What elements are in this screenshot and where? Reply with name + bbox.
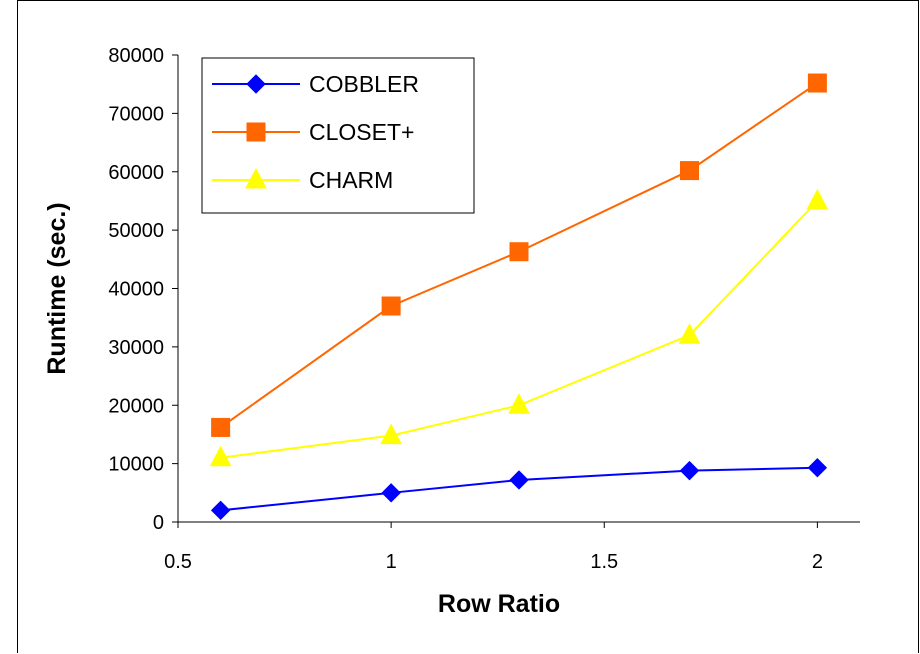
data-point	[679, 460, 700, 481]
y-tick-label: 50000	[108, 220, 164, 242]
y-tick-label: 20000	[108, 395, 164, 417]
y-tick-label: 60000	[108, 162, 164, 184]
y-tick-label: 40000	[108, 279, 164, 301]
data-point	[678, 323, 701, 344]
data-point	[807, 458, 828, 478]
legend-label: CHARM	[309, 167, 393, 193]
x-tick-label: 1	[386, 551, 397, 573]
legend-entry: CHARM	[212, 167, 393, 193]
data-point	[211, 417, 231, 437]
data-point	[509, 242, 529, 262]
x-tick-label: 1.5	[590, 551, 618, 573]
data-point	[380, 423, 402, 445]
chart-frame	[17, 0, 919, 653]
y-axis-title: Runtime (sec.)	[43, 202, 71, 374]
data-point	[381, 483, 401, 503]
axes: 0 10000 20000 30000 40000 50000 60000 70000 8000…	[108, 45, 860, 573]
series-line	[220, 200, 819, 459]
legend-entry: COBBLER	[212, 71, 419, 97]
x-axis-title: Row Ratio	[438, 590, 560, 618]
y-tick-label: 0	[153, 512, 164, 534]
legend-marker	[245, 167, 267, 189]
legend-label: COBBLER	[309, 71, 419, 97]
legend-entry: CLOSET+	[212, 119, 414, 145]
data-point	[806, 188, 829, 210]
y-tick-label: 30000	[108, 337, 164, 359]
legend-label: CLOSET+	[309, 119, 414, 145]
y-tick-label: 70000	[108, 103, 164, 125]
series-charm	[209, 188, 829, 467]
data-point	[209, 445, 232, 467]
data-point	[807, 73, 827, 93]
data-point	[680, 161, 699, 181]
x-tick-label: 2	[812, 551, 823, 573]
data-point	[509, 470, 529, 490]
y-tick-label: 80000	[108, 45, 164, 67]
x-tick-label: 0.5	[164, 551, 192, 573]
legend-marker	[246, 122, 266, 142]
y-tick-label: 10000	[108, 454, 164, 476]
series-layer	[209, 73, 829, 521]
series-closet-	[211, 73, 827, 437]
data-point	[508, 393, 530, 414]
data-point	[381, 296, 401, 316]
legend-marker	[246, 74, 266, 94]
legend: COBBLER CLOSET+ CHARM	[201, 57, 475, 214]
series-cobbler	[210, 458, 828, 521]
data-point	[210, 500, 231, 521]
